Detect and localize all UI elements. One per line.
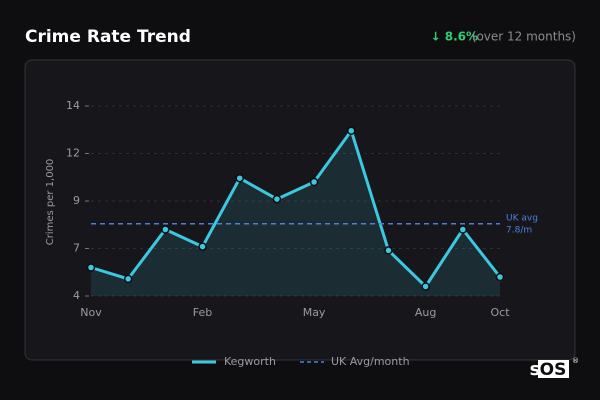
change-note: (over 12 months) (472, 30, 576, 44)
marker (198, 242, 207, 251)
logo-box (538, 360, 569, 378)
line (90, 129, 502, 288)
marker (272, 194, 282, 204)
y-axis-label: Crimes per 1,000 (45, 159, 56, 246)
marker (86, 263, 96, 272)
marker (347, 126, 356, 135)
chart-title: Crime Rate Trend (25, 27, 191, 47)
x-tick-label: Feb (193, 306, 212, 319)
x-tick-label: May (303, 306, 326, 319)
x-tick-label: Nov (80, 306, 102, 319)
marker (235, 173, 244, 183)
marker (123, 274, 133, 284)
y-tick-label: 7 (73, 242, 80, 255)
marker (161, 225, 170, 234)
reference-annotation: 7.8/m (506, 225, 532, 235)
y-tick-label: 12 (66, 147, 80, 160)
change-label: ↓ 8.6% (430, 30, 478, 44)
area (91, 130, 500, 296)
x-tick-label: Aug (415, 306, 436, 319)
y-tick-label: 4 (73, 289, 80, 302)
legend-label: UK Avg/month (331, 355, 410, 368)
marker (458, 225, 468, 234)
y-tick-label: 14 (66, 99, 80, 112)
marker (495, 272, 505, 282)
panel (24, 59, 576, 361)
marker (384, 246, 393, 255)
logo-mark: ® (572, 357, 579, 365)
reference-annotation: UK avg (506, 213, 538, 223)
legend-label: Kegworth (224, 355, 276, 368)
y-tick-label: 9 (73, 194, 80, 207)
marker (309, 177, 319, 187)
x-tick-label: Oct (490, 306, 510, 319)
logo-boxed: OS (540, 360, 567, 380)
marker (421, 282, 430, 291)
